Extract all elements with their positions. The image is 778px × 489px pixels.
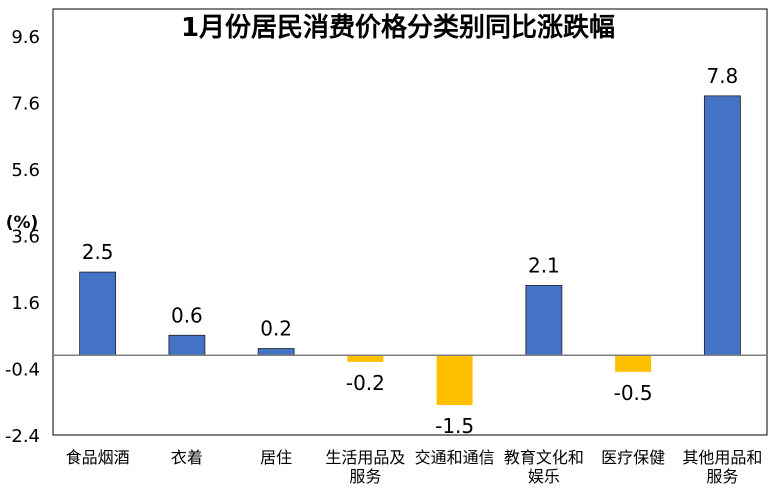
category-label: 食品烟酒: [66, 448, 130, 467]
category-label: 教育文化和: [504, 448, 584, 467]
bar: [347, 355, 384, 362]
data-label: 0.2: [260, 317, 292, 341]
y-tick-label: 3.6: [11, 227, 40, 248]
category-label: 服务: [349, 467, 381, 486]
bar: [257, 348, 295, 356]
category-label: 服务: [706, 467, 738, 486]
data-label: -1.5: [435, 414, 474, 438]
category-label: 娱乐: [528, 467, 560, 486]
y-tick-label: -0.4: [5, 360, 40, 381]
bars: [79, 95, 741, 406]
category-label: 医疗保健: [601, 448, 665, 467]
data-label: 0.6: [171, 303, 203, 327]
data-label: 7.8: [706, 64, 738, 88]
data-label: -0.2: [346, 371, 385, 395]
plot-area: [52, 8, 768, 436]
data-label: 2.5: [82, 240, 114, 264]
category-label: 生活用品及: [325, 448, 405, 467]
category-label: 其他用品和: [682, 448, 762, 467]
chart-title: 1月份居民消费价格分类别同比涨跌幅: [181, 12, 615, 43]
data-label: 2.1: [528, 253, 560, 277]
category-label: 衣着: [171, 448, 203, 467]
y-tick-label: 1.6: [11, 293, 40, 314]
y-tick-label: 7.6: [11, 94, 40, 115]
y-tick-label: -2.4: [5, 426, 40, 447]
category-label: 交通和通信: [415, 448, 495, 467]
data-label: -0.5: [614, 381, 653, 405]
y-axis-ticks: 9.6 7.6 5.6 3.6 1.6 -0.4 -2.4: [5, 27, 40, 447]
bar: [615, 355, 652, 372]
bar: [168, 334, 206, 356]
category-label: 居住: [260, 448, 292, 467]
y-tick-label: 5.6: [11, 160, 40, 181]
y-tick-label: 9.6: [11, 27, 40, 48]
bar: [79, 271, 117, 356]
bar: [703, 95, 741, 356]
data-labels: 2.5 0.6 0.2 -0.2 -1.5 2.1 -0.5 7.8: [82, 64, 739, 438]
bar: [436, 355, 473, 406]
y-axis-unit-label: (%): [6, 213, 39, 233]
bar: [525, 284, 563, 356]
